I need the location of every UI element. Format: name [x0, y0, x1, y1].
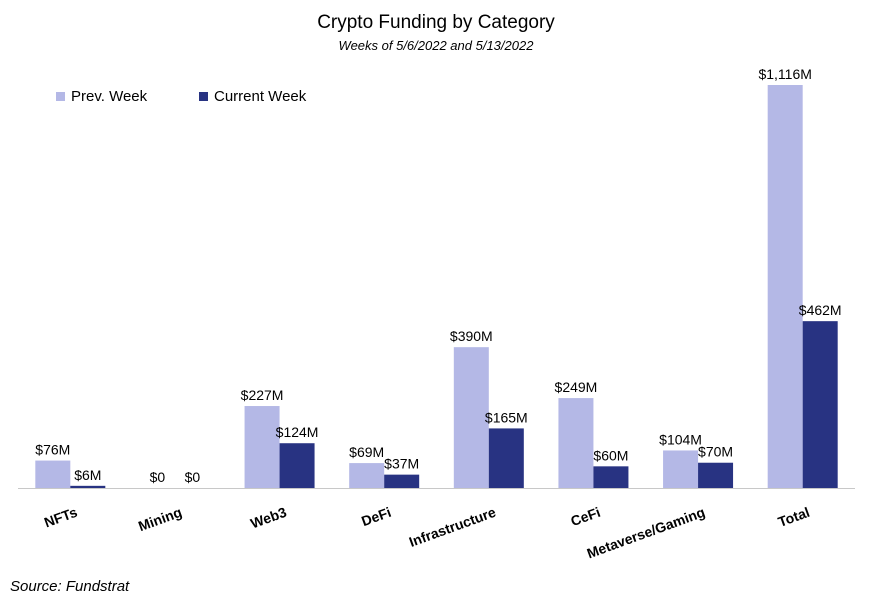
bar-prev-web3: [244, 406, 280, 488]
data-label-current-mining: $0: [185, 469, 201, 485]
data-label-current-defi: $37M: [384, 456, 419, 472]
x-tick-label-total: Total: [776, 504, 812, 530]
data-label-prev-metaverse-gaming: $104M: [659, 431, 702, 447]
x-tick-label-nfts: NFTs: [42, 504, 80, 531]
bar-current-cefi: [593, 466, 629, 488]
x-tick-label-web3: Web3: [248, 504, 289, 532]
legend-item-current-week: Current Week: [199, 88, 306, 105]
data-label-current-cefi: $60M: [593, 447, 628, 463]
source-note: Source: Fundstrat: [10, 578, 130, 595]
bar-prev-defi: [349, 463, 385, 488]
chart-title: Crypto Funding by Category: [317, 12, 555, 33]
x-tick-label-infrastructure: Infrastructure: [407, 504, 498, 550]
bar-current-defi: [384, 474, 420, 488]
x-tick-label-mining: Mining: [136, 504, 184, 534]
bar-current-total: [802, 321, 838, 488]
data-label-prev-mining: $0: [150, 469, 166, 485]
bar-prev-nfts: [35, 460, 71, 488]
x-tick-label-metaverse-gaming: Metaverse/Gaming: [585, 504, 707, 562]
bar-current-nfts: [70, 485, 106, 488]
data-label-prev-total: $1,116M: [758, 66, 811, 82]
bar-prev-total: [767, 85, 803, 488]
x-tick-label-cefi: CeFi: [568, 504, 602, 529]
data-label-current-total: $462M: [799, 302, 842, 318]
bar-current-metaverse-gaming: [698, 462, 734, 488]
data-label-prev-defi: $69M: [349, 444, 384, 460]
bar-prev-infrastructure: [453, 347, 489, 488]
bar-current-infrastructure: [488, 428, 524, 488]
legend-swatch-prev-week: [56, 91, 65, 101]
legend-swatch-current-week: [199, 91, 208, 101]
data-label-current-web3: $124M: [276, 424, 319, 440]
data-label-prev-nfts: $76M: [35, 442, 70, 458]
data-label-current-infrastructure: $165M: [485, 409, 528, 425]
legend-label-current-week: Current Week: [214, 88, 307, 105]
bar-prev-metaverse-gaming: [663, 450, 699, 488]
chart-subtitle: Weeks of 5/6/2022 and 5/13/2022: [338, 38, 534, 53]
bar-prev-cefi: [558, 398, 594, 488]
x-tick-label-defi: DeFi: [359, 504, 393, 529]
bar-current-web3: [279, 443, 315, 488]
data-label-prev-infrastructure: $390M: [450, 328, 493, 344]
data-label-current-nfts: $6M: [74, 467, 101, 483]
data-label-prev-cefi: $249M: [555, 379, 598, 395]
legend-label-prev-week: Prev. Week: [71, 88, 148, 105]
data-label-current-metaverse-gaming: $70M: [698, 444, 733, 460]
data-label-prev-web3: $227M: [241, 387, 284, 403]
legend-item-prev-week: Prev. Week: [56, 88, 147, 105]
